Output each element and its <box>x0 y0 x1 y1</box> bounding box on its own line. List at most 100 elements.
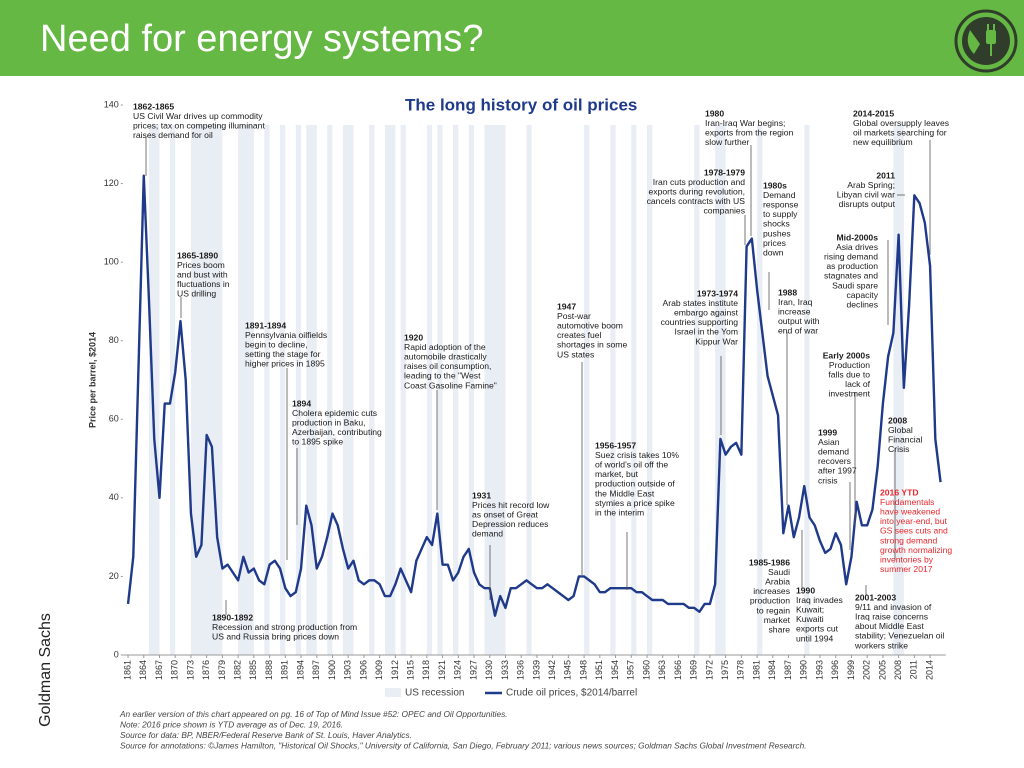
annotation-text: and bust with <box>177 269 228 279</box>
annotation-text: Saudi spare <box>832 280 878 290</box>
x-tick-label: 1975 <box>720 660 730 680</box>
annotation-text: Demand <box>763 190 796 200</box>
x-tick-label: 1993 <box>814 660 824 680</box>
recession-band <box>757 125 763 655</box>
x-tick-label: 1915 <box>405 660 415 680</box>
annotation-text: output with <box>778 316 820 326</box>
annotation-text: production outside of <box>595 479 675 489</box>
x-tick-label: 1957 <box>626 660 636 680</box>
annotation-text: Suez crisis takes 10% <box>595 450 679 460</box>
annotation-heading: 1891-1894 <box>245 320 286 330</box>
x-tick-label: 1981 <box>751 660 761 680</box>
recession-band <box>610 125 616 655</box>
x-tick-label: 1969 <box>689 660 699 680</box>
annotation-text: stymies a price spike <box>595 498 675 508</box>
x-tick-label: 1939 <box>531 660 541 680</box>
annotation-text: end of war <box>778 326 818 336</box>
annotation-heading: 1980s <box>763 180 787 190</box>
source-label: Goldman Sachs <box>37 613 54 727</box>
x-tick-label: 1945 <box>563 660 573 680</box>
annotation-text: Saudi <box>768 567 790 577</box>
annotation-text: Arabia <box>765 576 790 586</box>
price-line <box>126 174 942 617</box>
annotation-text: Depression reduces <box>472 519 548 529</box>
annotation-text: Libyan civil war <box>837 189 895 199</box>
annotation-text: prices <box>763 238 786 248</box>
annotation-text: begin to decline, <box>245 339 308 349</box>
x-tick-label: 1903 <box>343 660 353 680</box>
x-tick-label: 1996 <box>830 660 840 680</box>
annotation-text: capacity <box>846 290 878 300</box>
annotation-text: after 1997 <box>818 466 857 476</box>
annotation-text: Prices boom <box>177 260 225 270</box>
annotation-text: falls due to <box>828 369 870 379</box>
annotation-text: Iran, Iraq <box>778 297 813 307</box>
annotation-text: US drilling <box>177 289 216 299</box>
recession-band <box>893 125 904 655</box>
annotation-text: market, but <box>595 469 639 479</box>
x-tick-label: 1990 <box>799 660 809 680</box>
annotation-text: increases <box>753 586 790 596</box>
x-tick-label: 1966 <box>673 660 683 680</box>
annotation-text: Kuwaiti <box>796 614 824 624</box>
x-tick-label: 1867 <box>154 660 164 680</box>
x-tick-label: 1963 <box>657 660 667 680</box>
annotation-text: have weakened <box>880 506 940 516</box>
annotation-heading: 1862-1865 <box>133 101 174 111</box>
x-tick-label: 1924 <box>453 660 463 680</box>
annotation-heading: Mid-2000s <box>836 232 878 242</box>
x-tick-label: 1861 <box>122 660 132 680</box>
annotation-text: automotive boom <box>557 320 623 330</box>
annotation-text: Kippur War <box>695 336 738 346</box>
x-tick-label: 1870 <box>170 660 180 680</box>
annotation-heading: 1988 <box>778 287 797 297</box>
annotation-text: oil markets searching for <box>853 127 947 137</box>
recession-band <box>453 125 459 655</box>
x-tick-label: 1882 <box>232 660 242 680</box>
annotation-text: until 1994 <box>796 633 833 643</box>
y-tick-label: 100 <box>104 257 119 267</box>
recession-band <box>190 125 223 655</box>
annotation-heading: 1947 <box>557 301 576 311</box>
recession-band <box>468 125 475 655</box>
x-tick-label: 1954 <box>610 660 620 680</box>
recession-band <box>238 125 254 655</box>
y-tick-label: 60 <box>109 414 119 424</box>
header-bar <box>0 0 1024 76</box>
y-tick-label: 20 <box>109 571 119 581</box>
annotation-text: Fundamentals <box>880 497 934 507</box>
annotation-text: Production <box>829 360 870 370</box>
annotation-text: Financial <box>888 434 922 444</box>
recession-band <box>295 125 302 655</box>
y-tick-label: 40 <box>109 492 119 502</box>
annotation-text: down <box>763 247 784 257</box>
annotation-text: companies <box>703 206 745 216</box>
annotation-heading: 2008 <box>888 415 907 425</box>
annotation-text: about Middle East <box>855 621 924 631</box>
annotation-text: pushes <box>763 228 791 238</box>
annotation-text: of world's oil off the <box>595 459 668 469</box>
annotation-text: Iraq invades <box>796 595 843 605</box>
annotation-text: Rapid adoption of the <box>404 342 486 352</box>
x-tick-label: 1972 <box>704 660 714 680</box>
annotation-text: Iran cuts production and <box>653 177 745 187</box>
annotation-heading: 1985-1986 <box>749 557 790 567</box>
recession-band <box>694 125 700 655</box>
annotation-text: Pennsylvania oilfields <box>245 330 327 340</box>
annotation-heading: 1999 <box>818 427 837 437</box>
annotation-heading: 1894 <box>292 398 311 408</box>
annotation-text: as onset of Great <box>472 509 539 519</box>
recession-band <box>280 125 286 655</box>
annotation-text: Crisis <box>888 444 909 454</box>
annotation-text: higher prices in 1895 <box>245 359 325 369</box>
annotation-heading: Early 2000s <box>823 350 871 360</box>
annotation-text: automobile drastically <box>404 351 487 361</box>
y-axis-label: Price per barrel, $2014 <box>87 332 97 428</box>
x-tick-label: 1900 <box>327 660 337 680</box>
footnote: Note: 2016 price shown is YTD average as… <box>120 720 343 730</box>
legend-label: US recession <box>405 688 464 699</box>
annotation-text: growth normalizing <box>880 545 952 555</box>
annotation-heading: 1931 <box>472 490 491 500</box>
annotation-text: declines <box>846 299 878 309</box>
annotation-text: exports cut <box>796 624 839 634</box>
